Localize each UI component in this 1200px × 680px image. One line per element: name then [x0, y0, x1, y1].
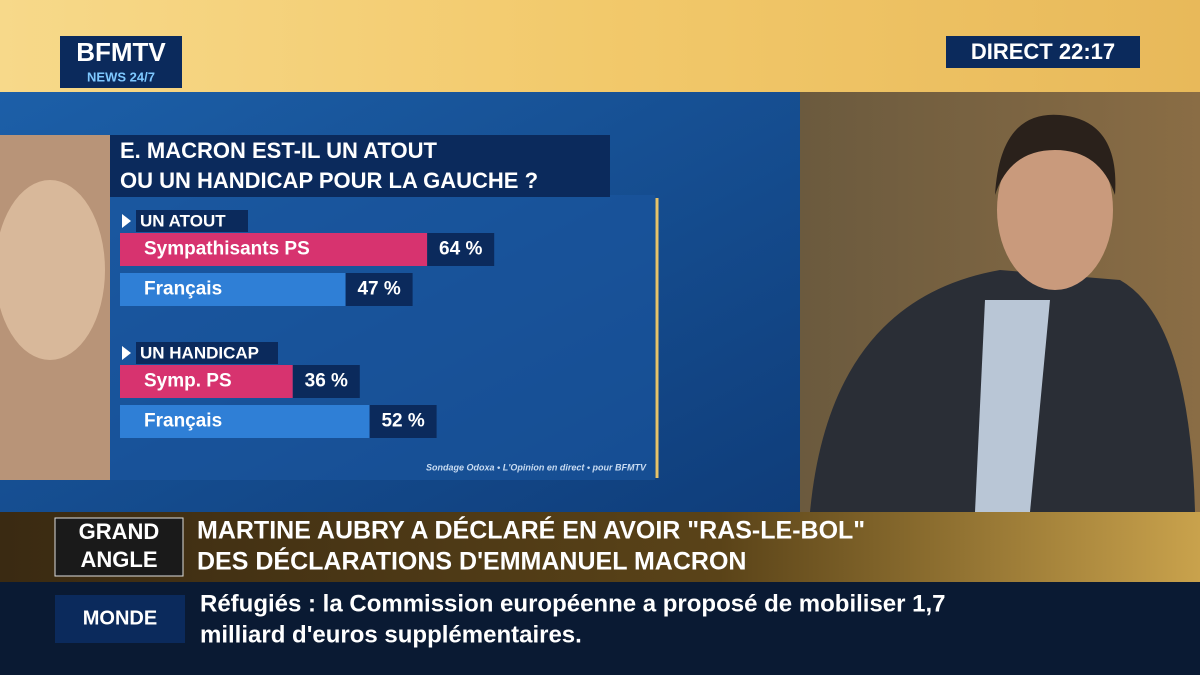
logo-sub: NEWS 24/7	[87, 69, 155, 84]
logo: BFMTV	[76, 37, 166, 67]
bar	[120, 365, 293, 398]
category-label: Symp. PS	[144, 371, 232, 392]
value-box	[427, 233, 495, 266]
value-label: 52 %	[381, 411, 424, 432]
value-label: 64 %	[439, 239, 482, 260]
tag-box	[54, 517, 184, 577]
bar	[120, 405, 370, 438]
ticker-text: Réfugiés : la Commission européenne a pr…	[200, 590, 946, 617]
group-arrow	[122, 346, 131, 360]
ticker-text: milliard d'euros supplémentaires.	[200, 621, 582, 648]
ticker-tag-box	[55, 595, 185, 643]
live-box	[946, 36, 1140, 68]
ticker	[0, 582, 1200, 675]
bar	[120, 273, 346, 306]
headline: DES DÉCLARATIONS D'EMMANUEL MACRON	[197, 547, 746, 576]
ticker-tag: MONDE	[83, 607, 157, 629]
group-label-box	[136, 210, 248, 232]
presenter-shirt	[975, 300, 1050, 512]
group-arrow	[122, 214, 131, 228]
tag: ANGLE	[81, 547, 158, 572]
chart-title: E. MACRON EST-IL UN ATOUT	[120, 138, 438, 163]
portrait-face	[0, 180, 105, 360]
title-box	[110, 135, 610, 197]
group-label-box	[136, 342, 278, 364]
presenter-hair	[995, 114, 1116, 195]
headline-band	[0, 512, 1200, 582]
logo-box	[60, 36, 182, 88]
category-label: Sympathisants PS	[144, 239, 310, 260]
headline: MARTINE AUBRY A DÉCLARÉ EN AVOIR "RAS-LE…	[197, 516, 865, 545]
category-label: Français	[144, 411, 222, 432]
value-box	[345, 273, 413, 306]
live-time: DIRECT 22:17	[971, 39, 1115, 64]
value-label: 47 %	[357, 279, 400, 300]
category-label: Français	[144, 279, 222, 300]
value-box	[369, 405, 437, 438]
value-box	[292, 365, 360, 398]
chart-title: OU UN HANDICAP POUR LA GAUCHE ?	[120, 168, 538, 193]
source: Sondage Odoxa • L'Opinion en direct • po…	[426, 462, 647, 472]
group-label: UN ATOUT	[140, 211, 226, 230]
tag: GRAND	[79, 519, 160, 544]
presenter-face	[997, 130, 1113, 290]
value-label: 36 %	[305, 371, 348, 392]
bar	[120, 233, 428, 266]
group-label: UN HANDICAP	[140, 343, 259, 362]
